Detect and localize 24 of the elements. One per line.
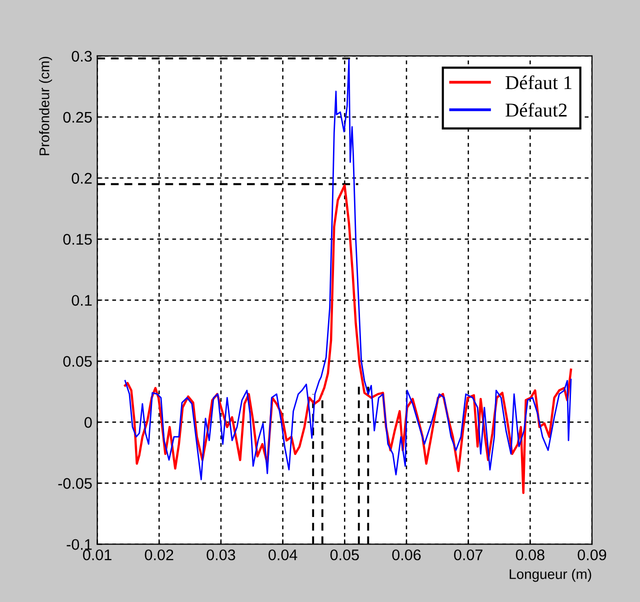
legend-label: Défaut 1 — [506, 75, 572, 90]
y-tick-label: 0.2 — [72, 172, 92, 184]
y-tick-label: 0 — [84, 417, 92, 428]
y-tick-label: -0.1 — [66, 539, 92, 550]
x-tick-label: 0.02 — [144, 549, 174, 560]
x-tick-label: 0.06 — [392, 549, 421, 560]
legend-label: Défaut2 — [506, 102, 567, 117]
y-axis-title: Profondeur (cm) — [39, 56, 52, 156]
x-tick-label: 0.08 — [516, 549, 544, 560]
y-tick-label: 0.25 — [63, 112, 92, 123]
y-tick-label: -0.05 — [58, 478, 92, 489]
y-tick-label: 0.15 — [63, 234, 92, 245]
x-tick-label: 0.03 — [206, 549, 236, 560]
line-series — [124, 58, 572, 480]
y-tick-label: 0.05 — [63, 356, 92, 367]
y-tick-label: 0.1 — [72, 294, 92, 306]
line-series — [124, 184, 572, 494]
x-tick-label: 0.05 — [330, 549, 359, 560]
x-axis-title: Longueur (m) — [510, 568, 592, 582]
y-tick-label: 0.3 — [72, 50, 92, 62]
x-tick-label: 0.07 — [454, 549, 482, 560]
x-tick-label: 0.09 — [578, 549, 606, 560]
x-tick-label: 0.01 — [83, 549, 112, 560]
x-tick-label: 0.04 — [268, 549, 298, 560]
